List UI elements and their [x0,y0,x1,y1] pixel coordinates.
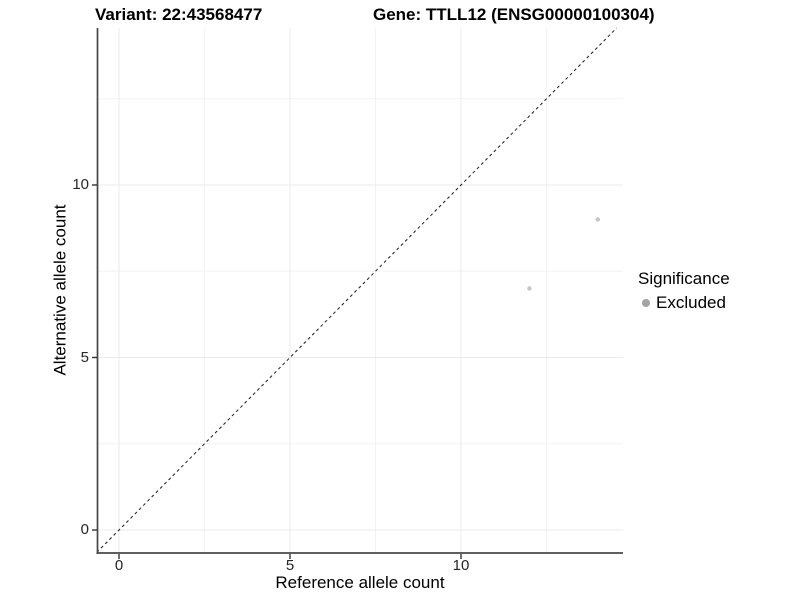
y-tick-label: 5 [80,348,89,366]
gene-title: Gene: TTLL12 (ENSG00000100304) [373,5,655,24]
y-tick-label: 0 [80,521,89,538]
y-tick-label: 10 [72,176,89,193]
x-tick-label: 0 [114,557,124,574]
variant-title: Variant: 22:43568477 [95,5,263,24]
data-point [595,217,600,222]
data-point [527,286,532,291]
y-axis-title: Alternative allele count [50,204,70,376]
legend-item-excluded: Excluded [638,293,730,313]
legend-item-label: Excluded [656,293,726,312]
excluded-point-icon [642,299,650,307]
identity-dashed-line [96,27,617,553]
x-tick-label: 5 [285,557,295,574]
legend: Significance Excluded [638,269,730,313]
legend-title: Significance [638,269,730,288]
x-tick-label: 10 [452,557,470,574]
x-axis-title: Reference allele count [275,573,445,592]
